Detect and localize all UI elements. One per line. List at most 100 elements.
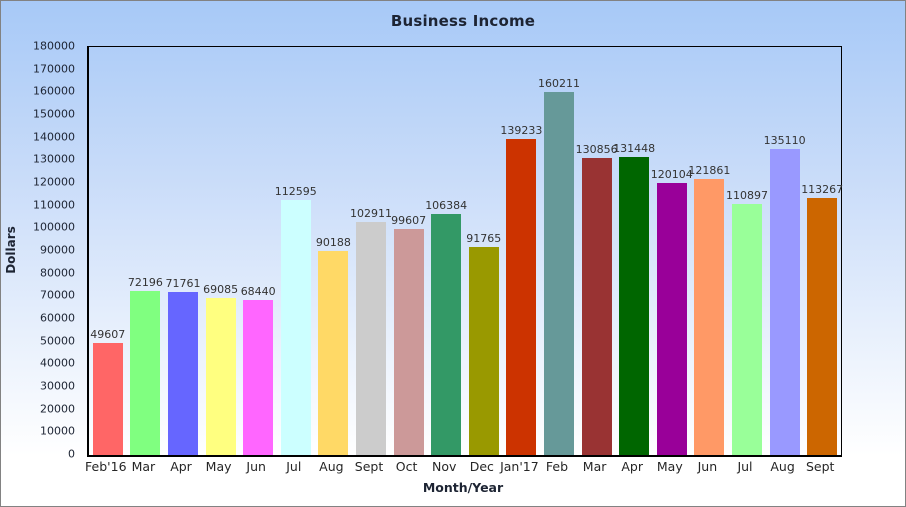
bar — [807, 198, 838, 455]
x-axis-ticks: Feb'16 Mar Apr May Jun Jul Aug Sept Oct Nov Dec Jan… — [85, 459, 839, 477]
x-tick-label: Dec — [469, 459, 494, 474]
bar-slot: 71761 — [164, 47, 202, 455]
bar-value-label: 72196 — [127, 276, 163, 290]
y-tick-label: 140000 — [33, 130, 75, 144]
y-tick-label: 60000 — [40, 311, 75, 325]
bar-value-label: 90188 — [315, 235, 351, 249]
bar — [92, 342, 123, 455]
bar-value-label: 91765 — [466, 232, 502, 245]
bar-value-label: 160211 — [537, 76, 580, 90]
x-tick-label: Feb — [545, 459, 569, 474]
y-axis-ticks: 0 10000 20000 30000 40000 50000 60000 70000 8000… — [1, 40, 81, 461]
x-tick-label: Mar — [582, 459, 607, 474]
bar — [393, 229, 424, 455]
y-tick-label: 100000 — [33, 220, 75, 234]
y-tick-label: 70000 — [40, 288, 75, 302]
x-tick-label: Apr — [621, 459, 643, 474]
bar-value-label: 106384 — [425, 198, 468, 212]
y-tick-label: 150000 — [33, 107, 75, 121]
y-tick-label: 110000 — [33, 198, 75, 212]
y-tick-label: 180000 — [33, 39, 75, 53]
bar-slot: 120104 — [650, 47, 693, 455]
bar-slot: 106384 — [425, 47, 468, 455]
bar — [130, 291, 161, 455]
bar-value-label: 49607 — [90, 327, 126, 341]
y-tick-label: 160000 — [33, 84, 75, 98]
y-tick-label: 90000 — [40, 243, 75, 257]
bar-value-label: 121861 — [688, 163, 731, 177]
bar-slot: 130856 — [575, 47, 618, 455]
bar-slot: 90188 — [315, 47, 353, 455]
x-tick-label: Jul — [737, 459, 753, 474]
chart-title: Business Income — [390, 12, 536, 30]
y-tick-label: 30000 — [40, 379, 75, 393]
bar — [205, 298, 236, 455]
plot-area: 49607 72196 71761 69085 68440 112595 90188 1029… — [87, 46, 843, 457]
bar — [431, 213, 462, 455]
bar-slot: 139233 — [500, 47, 543, 455]
bar — [355, 221, 386, 455]
x-axis-title: Month/Year — [422, 480, 504, 495]
x-tick-label: Jun — [246, 459, 266, 474]
y-tick-label: 40000 — [40, 356, 75, 370]
y-tick-label: 170000 — [33, 62, 75, 76]
x-tick-label: Mar — [131, 459, 156, 474]
x-tick-label: Sept — [354, 459, 384, 474]
x-tick-label: Aug — [770, 459, 795, 474]
y-tick-label: 130000 — [33, 152, 75, 166]
x-tick-label: Oct — [395, 459, 418, 474]
bar — [243, 299, 274, 455]
bar-value-label: 131448 — [613, 142, 656, 156]
bar — [280, 199, 311, 455]
x-tick-label: May — [205, 459, 232, 474]
bar-value-label: 110897 — [725, 188, 768, 202]
bar — [468, 247, 499, 455]
bar-value-label: 99607 — [391, 214, 427, 228]
y-tick-label: 80000 — [40, 266, 75, 280]
bar-slot: 131448 — [613, 47, 656, 455]
x-tick-label: Sept — [805, 459, 835, 474]
bar-value-label: 120104 — [650, 167, 693, 181]
bar-slot: 72196 — [127, 47, 165, 455]
bar-slot: 160211 — [537, 47, 580, 455]
bar-value-label: 135110 — [763, 133, 806, 147]
bar-series: 49607 72196 71761 69085 68440 112595 90188 1029… — [89, 47, 843, 455]
x-tick-label: Jan'17 — [500, 459, 539, 474]
bar-slot: 110897 — [725, 47, 768, 455]
bar-value-label: 69085 — [203, 283, 239, 297]
x-tick-label: Apr — [170, 459, 192, 474]
bar-slot: 91765 — [465, 47, 503, 455]
y-tick-label: 20000 — [40, 402, 75, 416]
bar — [619, 157, 650, 455]
bar-slot: 49607 — [89, 47, 127, 455]
bar — [167, 292, 198, 455]
bar — [769, 148, 800, 455]
bar — [694, 178, 725, 455]
bar — [656, 182, 687, 455]
bar-slot: 68440 — [239, 47, 277, 455]
x-tick-label: Jun — [697, 459, 718, 474]
bar — [543, 91, 574, 455]
bar-slot: 121861 — [688, 47, 731, 455]
bar-slot: 113267 — [801, 47, 843, 455]
bar-slot: 112595 — [274, 47, 317, 455]
x-tick-label: Nov — [431, 459, 457, 474]
bar-value-label: 68440 — [240, 284, 276, 298]
bar — [731, 203, 762, 455]
y-tick-label: 50000 — [40, 334, 75, 348]
bar-value-label: 71761 — [165, 277, 201, 291]
bar-slot: 102911 — [349, 47, 392, 455]
bar — [581, 158, 612, 455]
bar-slot: 69085 — [202, 47, 240, 455]
bar-value-label: 102911 — [349, 206, 392, 220]
y-tick-label: 10000 — [40, 424, 75, 438]
x-tick-label: Feb'16 — [85, 459, 127, 474]
bar-value-label: 112595 — [274, 184, 317, 198]
y-tick-label: 0 — [68, 447, 75, 461]
bar-slot: 135110 — [763, 47, 806, 455]
bar-value-label: 139233 — [500, 124, 543, 138]
bar-value-label: 130856 — [575, 143, 618, 157]
x-tick-label: May — [656, 459, 683, 474]
x-tick-label: Aug — [319, 459, 344, 474]
